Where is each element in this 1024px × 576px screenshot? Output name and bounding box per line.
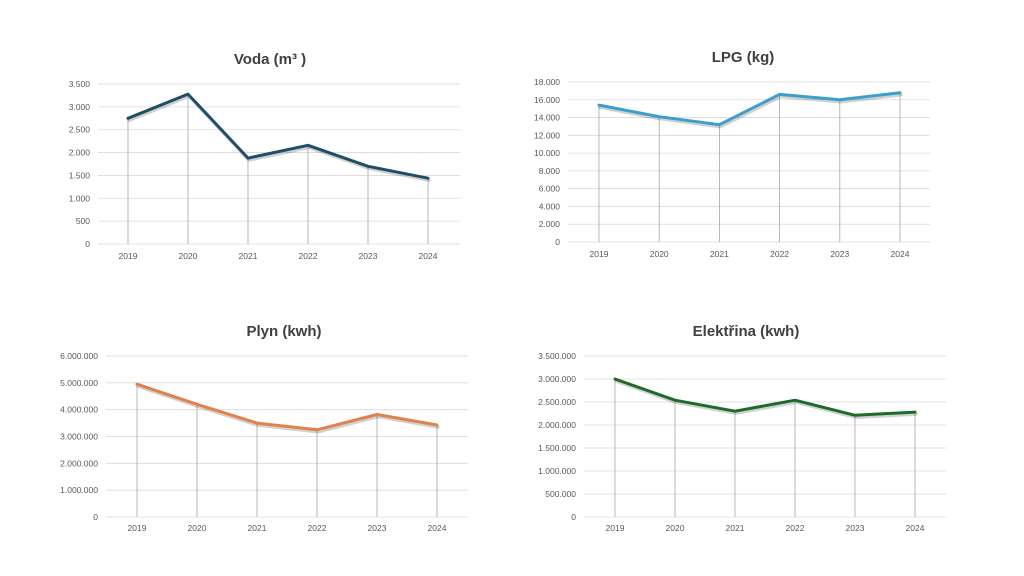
- x-tick-label: 2022: [786, 523, 805, 533]
- series-line-shadow: [614, 379, 918, 420]
- x-tick-label: 2022: [308, 523, 327, 533]
- y-tick-label: 6.000.000: [60, 351, 98, 361]
- x-tick-label: 2024: [891, 249, 910, 259]
- x-tick-label: 2021: [248, 523, 267, 533]
- x-tick-label: 2020: [188, 523, 207, 533]
- y-tick-label: 16.000: [534, 95, 560, 105]
- x-tick-label: 2022: [299, 251, 318, 261]
- x-tick-label: 2019: [590, 249, 609, 259]
- data-point: [778, 93, 781, 96]
- data-point: [366, 165, 370, 168]
- data-point: [315, 428, 319, 431]
- chart-0: Voda (m³ ) 0 500 1.000 1.500 2.000 2.500 3.000 3…: [69, 51, 460, 261]
- y-tick-label: 4.000: [539, 201, 561, 211]
- y-tick-label: 4.000.000: [60, 405, 98, 415]
- y-tick-label: 0: [93, 512, 98, 522]
- data-point: [718, 123, 721, 126]
- y-tick-label: 2.000.000: [538, 420, 576, 430]
- chart-2: Plyn (kwh) 0 1.000.000 2.000.000 3.000.000 4.…: [60, 323, 468, 533]
- x-tick-label: 2021: [710, 249, 729, 259]
- x-tick-label: 2021: [239, 251, 258, 261]
- data-point: [597, 103, 601, 107]
- chart-title: Voda (m³ ): [234, 51, 306, 68]
- data-point: [435, 423, 439, 427]
- data-point: [135, 382, 139, 386]
- x-tick-label: 2023: [368, 523, 387, 533]
- y-tick-label: 1.000.000: [538, 466, 576, 476]
- x-tick-label: 2020: [179, 251, 198, 261]
- y-tick-label: 1.000: [69, 193, 91, 203]
- data-point: [658, 115, 661, 118]
- series-line: [126, 92, 430, 180]
- chart-3: Elektřina (kwh) 0 500.000 1.000.000 1.500.00…: [538, 323, 946, 533]
- x-tick-label: 2023: [830, 249, 849, 259]
- data-point: [673, 398, 677, 402]
- y-tick-label: 500.000: [545, 489, 576, 499]
- chart-title: Elektřina (kwh): [693, 323, 800, 340]
- series-line-shadow: [598, 92, 903, 129]
- series-line: [135, 382, 439, 432]
- y-tick-label: 8.000: [539, 166, 561, 176]
- y-tick-label: 2.000: [539, 219, 561, 229]
- data-point: [838, 98, 841, 101]
- y-tick-label: 3.000: [69, 102, 91, 112]
- data-point: [426, 176, 430, 180]
- x-tick-label: 2024: [419, 251, 438, 261]
- x-tick-label: 2020: [666, 523, 685, 533]
- y-tick-label: 2.000: [69, 148, 91, 158]
- x-tick-label: 2020: [650, 249, 669, 259]
- x-tick-label: 2019: [119, 251, 138, 261]
- chart-1: LPG (kg) 0 2.000 4.000 6.000 8.000 10.000 12.00…: [534, 49, 930, 259]
- data-point: [853, 414, 857, 417]
- y-tick-label: 6.000: [539, 184, 561, 194]
- data-point: [793, 398, 797, 402]
- y-tick-label: 0: [571, 512, 576, 522]
- data-point: [913, 410, 917, 414]
- y-tick-label: 3.000.000: [538, 374, 576, 384]
- y-tick-label: 3.500.000: [538, 351, 576, 361]
- data-point: [375, 413, 379, 416]
- y-tick-label: 18.000: [534, 77, 560, 87]
- y-tick-label: 0: [555, 237, 560, 247]
- y-tick-label: 0: [85, 239, 90, 249]
- y-tick-label: 14.000: [534, 113, 560, 123]
- y-tick-label: 1.500: [69, 170, 91, 180]
- y-tick-label: 3.000.000: [60, 432, 98, 442]
- chart-title: LPG (kg): [712, 49, 775, 66]
- y-tick-label: 2.500: [69, 125, 91, 135]
- data-point: [255, 421, 259, 425]
- data-point: [195, 403, 199, 406]
- y-tick-label: 2.000.000: [60, 458, 98, 468]
- y-tick-label: 1.000.000: [60, 485, 98, 495]
- y-tick-label: 5.000.000: [60, 378, 98, 388]
- y-tick-label: 2.500.000: [538, 397, 576, 407]
- x-tick-label: 2019: [606, 523, 625, 533]
- x-tick-label: 2019: [128, 523, 147, 533]
- y-tick-label: 1.500.000: [538, 443, 576, 453]
- y-tick-label: 500: [76, 216, 90, 226]
- series-line: [597, 91, 902, 127]
- x-tick-label: 2021: [726, 523, 745, 533]
- data-point: [733, 410, 737, 413]
- series-line: [613, 377, 917, 417]
- x-tick-label: 2024: [906, 523, 925, 533]
- data-point: [126, 117, 130, 120]
- series-line-shadow: [127, 94, 431, 182]
- data-point: [306, 144, 310, 147]
- y-tick-label: 12.000: [534, 130, 560, 140]
- data-point: [613, 377, 617, 381]
- x-tick-label: 2023: [359, 251, 378, 261]
- data-point: [898, 91, 902, 94]
- y-tick-label: 3.500: [69, 79, 91, 89]
- y-tick-label: 10.000: [534, 148, 560, 158]
- x-tick-label: 2024: [428, 523, 447, 533]
- x-tick-label: 2022: [770, 249, 789, 259]
- series-line-shadow: [136, 384, 440, 434]
- data-point: [246, 156, 250, 160]
- chart-title: Plyn (kwh): [246, 323, 321, 340]
- x-tick-label: 2023: [846, 523, 865, 533]
- data-point: [186, 92, 190, 96]
